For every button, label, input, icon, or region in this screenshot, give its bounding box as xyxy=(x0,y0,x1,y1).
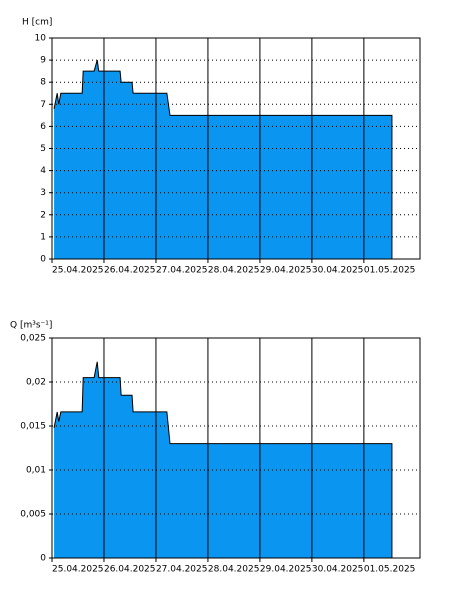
x-tick-label: 30.04.2025 xyxy=(312,565,364,575)
x-tick-label: 27.04.2025 xyxy=(156,565,208,575)
y-tick-label: 7 xyxy=(40,100,46,110)
x-tick-label: 01.05.2025 xyxy=(364,565,416,575)
y-tick-label: 9 xyxy=(40,56,46,66)
y-tick-label: 0,025 xyxy=(20,334,46,344)
y-tick-label: 0 xyxy=(40,554,46,564)
x-tick-label: 28.04.2025 xyxy=(208,565,260,575)
y-tick-label: 0,01 xyxy=(26,466,46,476)
x-tick-label: 29.04.2025 xyxy=(260,266,312,276)
y-tick-label: 10 xyxy=(35,34,47,44)
plot-frame xyxy=(51,337,421,559)
x-tick-label: 28.04.2025 xyxy=(208,266,260,276)
y-tick-label: 6 xyxy=(40,122,46,132)
y-tick-label: 5 xyxy=(40,144,46,154)
x-tick-label: 25.04.2025 xyxy=(52,565,104,575)
y-tick-label: 4 xyxy=(40,166,46,176)
y-tick-label: 0,02 xyxy=(26,378,46,388)
y-tick-label: 1 xyxy=(40,232,46,242)
area-outline xyxy=(53,59,393,259)
plot-frame xyxy=(51,37,421,260)
x-tick-label: 30.04.2025 xyxy=(312,266,364,276)
y-tick-label: 0,015 xyxy=(20,422,46,432)
area-outline xyxy=(53,361,393,558)
y-tick-label: 8 xyxy=(40,78,46,88)
x-tick-label: 25.04.2025 xyxy=(52,266,104,276)
area xyxy=(54,361,392,558)
x-tick-label: 01.05.2025 xyxy=(364,266,416,276)
y-tick-label: 0 xyxy=(40,255,46,265)
area xyxy=(54,60,392,259)
x-tick-label: 26.04.2025 xyxy=(104,266,156,276)
x-tick-label: 26.04.2025 xyxy=(104,565,156,575)
x-tick-label: 27.04.2025 xyxy=(156,266,208,276)
y-tick-label: 3 xyxy=(40,188,46,198)
y-tick-label: 0,005 xyxy=(20,510,46,520)
y-tick-label: 2 xyxy=(40,210,46,220)
x-tick-label: 29.04.2025 xyxy=(260,565,312,575)
y-axis-label: H [cm] xyxy=(22,18,52,28)
y-axis-label: Q [m³s⁻¹] xyxy=(10,321,52,331)
